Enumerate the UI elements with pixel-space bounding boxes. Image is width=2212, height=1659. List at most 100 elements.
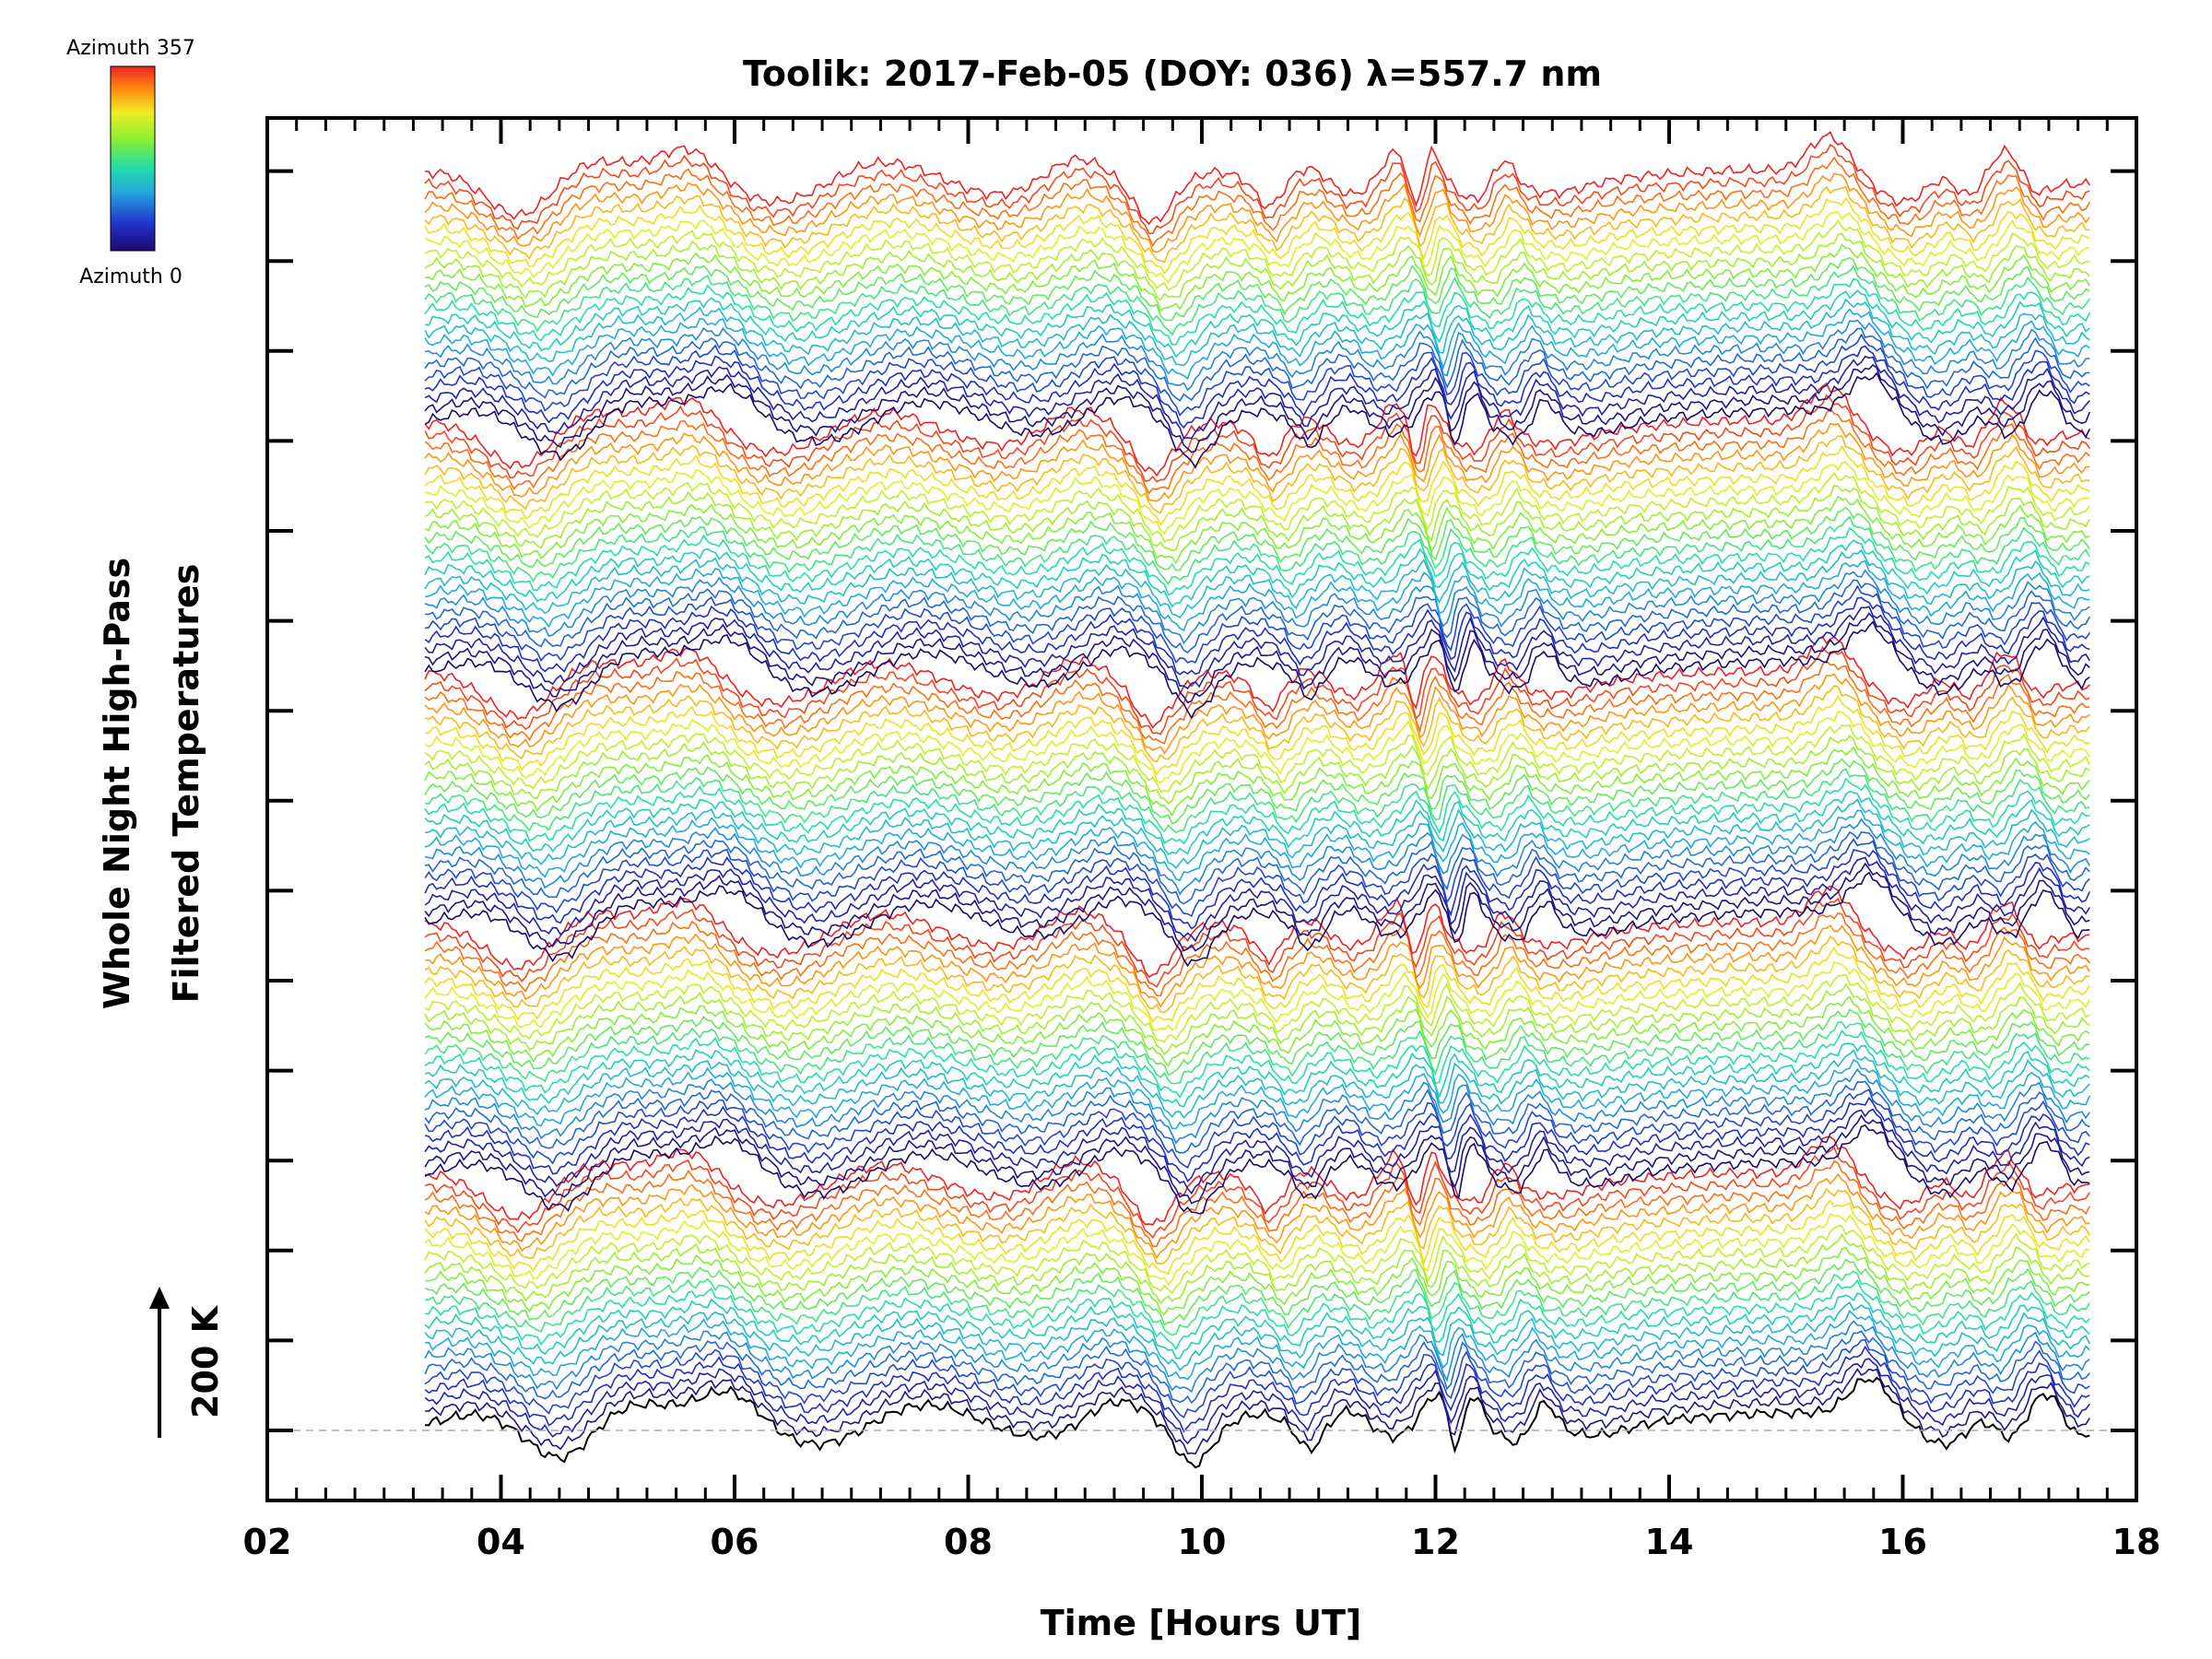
- temperature-trace: [424, 355, 2090, 440]
- temperature-trace: [424, 548, 2090, 619]
- x-axis-tick-labels: 02 04 06 08 10 12 14 16 18: [243, 1522, 2161, 1562]
- temperature-trace: [425, 1310, 2090, 1381]
- temperature-trace: [424, 1088, 2090, 1170]
- temperature-trace: [424, 265, 2090, 336]
- temperature-trace: [424, 946, 2090, 1024]
- temperature-trace: [424, 298, 2090, 367]
- temperature-trace: [424, 685, 2090, 763]
- temperature-trace: [424, 143, 2090, 235]
- temperature-trace: [424, 973, 2090, 1043]
- y-axis-label-line1: Whole Night High-Pass: [97, 558, 137, 1009]
- temperature-trace: [424, 746, 2090, 818]
- x-tick-label: 10: [1178, 1522, 1227, 1562]
- temperature-trace: [425, 461, 2090, 535]
- temperature-trace: [424, 559, 2090, 632]
- temperature-trace: [424, 484, 2091, 552]
- temperature-trace: [424, 569, 2090, 645]
- temperature-trace: [424, 363, 2091, 453]
- temperature-trace: [424, 319, 2090, 392]
- trace-series-group: [424, 131, 2091, 1469]
- temperature-trace: [424, 862, 2090, 952]
- colorbar-gradient: [110, 65, 156, 252]
- temperature-trace: [424, 371, 2091, 469]
- temperature-trace: [424, 856, 2090, 943]
- temperature-trace: [424, 1212, 2090, 1287]
- temperature-trace: [425, 1278, 2090, 1351]
- x-tick-label: 06: [711, 1522, 759, 1562]
- temperature-trace: [424, 345, 2090, 429]
- temperature-trace: [424, 818, 2090, 896]
- scale-label: 200 K: [185, 1304, 226, 1418]
- temperature-trace: [424, 1080, 2090, 1154]
- temperature-trace: [424, 1320, 2090, 1394]
- temperature-trace: [424, 1008, 2090, 1077]
- temperature-trace: [424, 1113, 2090, 1205]
- temperature-trace: [424, 185, 2090, 264]
- temperature-trace: [424, 196, 2090, 275]
- temperature-trace: [424, 539, 2090, 608]
- temperature-trace: [424, 995, 2090, 1067]
- x-tick-label: 12: [1411, 1522, 1460, 1562]
- temperature-trace: [424, 256, 2090, 322]
- temperature-trace: [424, 471, 2090, 543]
- temperature-trace: [424, 645, 2090, 735]
- x-axis-label: Time [Hours UT]: [1041, 1603, 1362, 1643]
- scale-arrow: [149, 1287, 170, 1438]
- temperature-trace: [424, 838, 2090, 918]
- temperature-trace: [424, 768, 2090, 834]
- temperature-trace: [424, 777, 2090, 845]
- temperature-trace: [424, 897, 2090, 989]
- temperature-trace: [424, 156, 2091, 248]
- temperature-trace: [424, 1232, 2090, 1305]
- temperature-trace: [424, 1358, 2090, 1445]
- temperature-trace: [424, 211, 2090, 284]
- temperature-trace: [424, 1330, 2090, 1405]
- temperature-trace: [424, 308, 2090, 380]
- colorbar: Azimuth 357 Azimuth 0: [66, 37, 195, 288]
- temperature-trace: [424, 1135, 2090, 1226]
- temperature-trace: [424, 232, 2090, 301]
- temperature-trace: [424, 288, 2090, 359]
- temperature-trace: [425, 694, 2090, 776]
- temperature-trace: [424, 422, 2090, 502]
- y-axis-ticks: [267, 169, 2136, 1432]
- temperature-trace: [424, 515, 2090, 586]
- temperature-trace: [425, 1270, 2090, 1336]
- temperature-trace: [424, 620, 2090, 720]
- chart-title: Toolik: 2017-Feb-05 (DOY: 036) λ=557.7 n…: [743, 53, 1602, 94]
- x-tick-label: 18: [2112, 1522, 2161, 1562]
- temperature-trace: [424, 382, 2090, 477]
- temperature-trace: [424, 1292, 2090, 1359]
- temperature-trace: [424, 1172, 2090, 1260]
- x-tick-label: 16: [1878, 1522, 1927, 1562]
- temperature-trace: [424, 1108, 2090, 1195]
- temperature-trace: [424, 809, 2090, 882]
- temperature-trace: [424, 612, 2090, 704]
- temperature-trace: [424, 798, 2090, 870]
- temperature-trace: [424, 327, 2090, 402]
- temperature-trace: [424, 790, 2090, 856]
- temperature-trace: [424, 1029, 2090, 1099]
- temperature-trace: [424, 243, 2090, 312]
- temperature-trace: [424, 660, 2090, 745]
- temperature-trace: [424, 435, 2090, 514]
- temperature-trace: [424, 406, 2090, 495]
- temperature-trace: [424, 444, 2090, 526]
- x-axis-ticks: [265, 118, 2138, 1500]
- temperature-trace: [424, 526, 2090, 596]
- temperature-trace: [424, 1258, 2090, 1326]
- temperature-trace: [424, 982, 2090, 1056]
- temperature-trace: [424, 711, 2090, 784]
- temperature-trace: [424, 871, 2090, 968]
- temperature-trace: [424, 758, 2090, 825]
- temperature-trace: [424, 1159, 2091, 1248]
- temperature-trace: [424, 724, 2091, 793]
- x-tick-label: 14: [1645, 1522, 1694, 1562]
- temperature-trace: [425, 1246, 2090, 1316]
- temperature-trace: [424, 606, 2090, 689]
- temperature-trace: [424, 584, 2090, 665]
- temperature-trace: [425, 1368, 2090, 1455]
- temperature-trace: [424, 506, 2090, 571]
- temperature-trace: [424, 1187, 2090, 1265]
